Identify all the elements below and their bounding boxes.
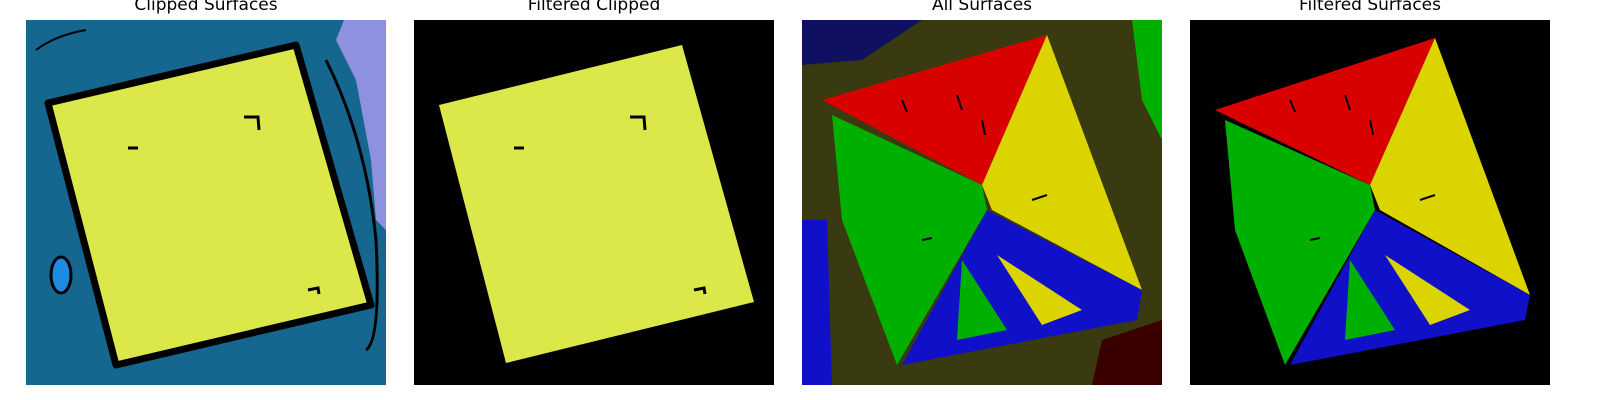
- panel-title-filtered-clipped: Filtered Clipped: [527, 0, 661, 15]
- panel-title-clipped-surfaces: Clipped Surfaces: [134, 0, 278, 15]
- filtered-surfaces-image: [1190, 20, 1550, 385]
- all-surfaces-image: [802, 20, 1162, 385]
- panel-all-surfaces: All Surfaces: [802, 0, 1162, 400]
- filtered-clipped-image: [414, 20, 774, 385]
- all-surfaces-svg: [802, 20, 1162, 385]
- panel-filtered-surfaces: Filtered Surfaces: [1190, 0, 1550, 400]
- filtered-clipped-svg: [414, 20, 774, 385]
- panel-filtered-clipped: Filtered Clipped: [414, 0, 774, 400]
- filtered-surfaces-svg: [1190, 20, 1550, 385]
- panel-title-filtered-surfaces: Filtered Surfaces: [1298, 0, 1441, 15]
- panel-title-all-surfaces: All Surfaces: [931, 0, 1033, 15]
- clipped-surfaces-svg: [26, 20, 386, 385]
- panel-clipped-surfaces: Clipped Surfaces: [26, 0, 386, 400]
- clipped-surfaces-image: [26, 20, 386, 385]
